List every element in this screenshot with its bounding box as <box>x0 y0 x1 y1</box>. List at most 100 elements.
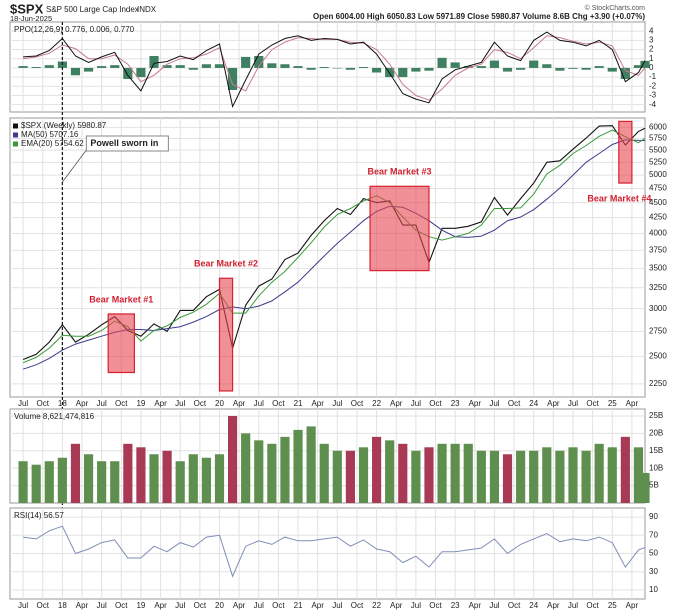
bar <box>633 65 644 68</box>
x-tick-label: 18 <box>58 601 67 610</box>
bar <box>555 450 565 503</box>
y-tick-label: -3 <box>649 91 657 100</box>
y-tick-label: 3250 <box>649 283 667 292</box>
bar <box>280 64 290 68</box>
x-tick-label: Jul <box>175 399 185 408</box>
bear-market-box <box>218 277 234 392</box>
date: 18-Jun-2025 <box>10 14 52 23</box>
y-tick-label: 2250 <box>649 379 667 388</box>
y-tick-label: 4000 <box>649 229 667 238</box>
bar <box>372 436 382 503</box>
bar <box>267 443 277 503</box>
x-tick-label: Oct <box>586 399 599 408</box>
x-tick-label: 18 <box>58 399 67 408</box>
bar <box>358 447 369 503</box>
x-tick-label: 24 <box>529 601 538 610</box>
y-tick-label: 2 <box>649 45 654 54</box>
x-tick-label: Oct <box>37 399 50 408</box>
y-tick-label: 5750 <box>649 134 667 143</box>
y-tick-label: 5250 <box>649 157 667 166</box>
y-tick-label: 4 <box>649 26 654 35</box>
bar <box>332 67 342 69</box>
y-tick-label: 50 <box>649 549 658 558</box>
x-tick-label: Apr <box>233 601 246 610</box>
bar <box>450 443 460 503</box>
bar <box>18 461 28 503</box>
x-tick-label: Jul <box>254 601 264 610</box>
bar <box>542 64 552 68</box>
legend-label: MA(50) 5707.16 <box>21 130 79 139</box>
annotation-label: Powell sworn in <box>90 138 158 148</box>
bar <box>44 461 54 503</box>
bar <box>97 66 107 68</box>
bar <box>607 447 617 503</box>
y-tick-label: 6000 <box>649 123 667 132</box>
bar <box>555 67 565 71</box>
bar <box>44 65 54 68</box>
bar <box>162 450 172 503</box>
x-tick-label: 21 <box>294 601 303 610</box>
bar <box>358 67 369 68</box>
quote: Open 6004.00 High 6050.83 Low 5971.89 Cl… <box>313 12 645 21</box>
legend-swatch <box>13 123 18 129</box>
bar <box>201 64 211 68</box>
bar <box>581 450 591 503</box>
bar <box>516 67 526 70</box>
bar <box>489 60 500 68</box>
x-tick-label: Apr <box>547 601 560 610</box>
x-tick-label: Oct <box>115 399 128 408</box>
bar <box>97 461 107 503</box>
bar <box>123 443 133 503</box>
x-tick-label: Jul <box>254 399 264 408</box>
bar <box>620 67 630 79</box>
y-tick-label: 5500 <box>649 145 667 154</box>
bar <box>83 67 94 72</box>
bar <box>31 464 41 503</box>
x-tick-label: Apr <box>547 399 560 408</box>
bar <box>70 67 81 76</box>
bar <box>214 64 225 68</box>
index-name: S&P 500 Large Cap Index <box>46 5 139 14</box>
y-tick-label: 2750 <box>649 327 667 336</box>
bar <box>345 450 355 503</box>
bar <box>306 67 316 70</box>
event-box <box>85 135 169 152</box>
x-tick-label: Apr <box>390 399 403 408</box>
symbol: $SPX <box>10 1 44 16</box>
bar <box>227 415 238 503</box>
x-tick-label: Jul <box>18 399 28 408</box>
x-tick-label: Oct <box>586 601 599 610</box>
x-tick-label: Oct <box>508 399 521 408</box>
bar <box>640 472 650 503</box>
bar <box>162 65 172 68</box>
bar <box>385 440 395 503</box>
x-tick-label: Oct <box>194 399 207 408</box>
annotation-label: Bear Market #1 <box>89 294 153 304</box>
y-tick-label: 90 <box>649 512 658 521</box>
bear-market-box <box>107 313 135 374</box>
x-tick-label: Oct <box>429 399 442 408</box>
bar <box>372 67 382 73</box>
y-tick-label: 2500 <box>649 351 667 360</box>
bar <box>280 436 290 503</box>
x-tick-label: 20 <box>215 399 224 408</box>
legend-label: EMA(20) 5754.62 <box>21 139 84 148</box>
x-tick-label: Jul <box>18 601 28 610</box>
annotation-label: Bear Market #2 <box>194 259 258 269</box>
x-tick-label: Apr <box>469 399 482 408</box>
y-tick-label: 3 <box>649 35 654 44</box>
legend-swatch <box>13 141 18 147</box>
x-tick-label: 19 <box>136 601 145 610</box>
bar <box>57 457 67 503</box>
y-tick-label: -1 <box>649 72 657 81</box>
bar <box>254 55 264 68</box>
bar <box>293 66 303 68</box>
legend-swatch <box>13 132 18 138</box>
y-tick-label: 5000 <box>649 170 667 179</box>
bar <box>123 67 133 79</box>
x-tick-label: Oct <box>272 601 285 610</box>
bar <box>463 66 473 68</box>
x-tick-label: Jul <box>568 601 578 610</box>
bar <box>267 63 277 68</box>
bar <box>149 55 159 68</box>
